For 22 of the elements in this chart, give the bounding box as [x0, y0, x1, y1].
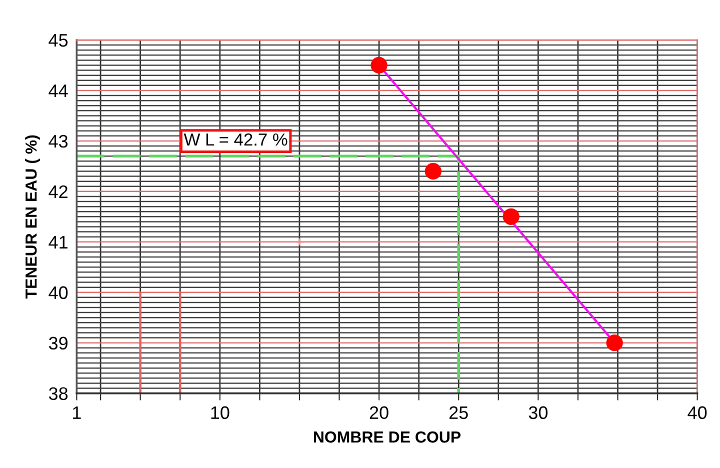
x-tick-label: 20 — [370, 406, 388, 420]
x-tick-label: 25 — [449, 406, 468, 420]
annotation: W L = 42.7 % — [184, 133, 288, 146]
y-axis-title: TENEUR EN EAU ( %) — [25, 135, 40, 299]
x-tick-label: 10 — [211, 406, 230, 420]
y-tick-label: 43 — [48, 134, 68, 148]
y-tick-label: 41 — [48, 236, 68, 248]
y-tick-label: 45 — [48, 34, 68, 47]
point — [502, 208, 520, 225]
point — [295, 238, 304, 246]
x-tick-label: 40 — [688, 406, 707, 420]
y-tick-label: 39 — [48, 336, 68, 350]
y-tick-label: 38 — [48, 387, 68, 400]
y-tick-label: 42 — [48, 185, 68, 198]
x-tick-label: 30 — [528, 406, 548, 420]
point — [606, 334, 623, 352]
point — [424, 162, 442, 180]
x-axis-title: NOMBRE DE COUP — [314, 431, 461, 443]
y-tick-label: 40 — [48, 286, 68, 300]
y-tick-label: 44 — [48, 84, 68, 98]
point — [370, 56, 388, 74]
x-tick-label: 1 — [73, 406, 81, 419]
